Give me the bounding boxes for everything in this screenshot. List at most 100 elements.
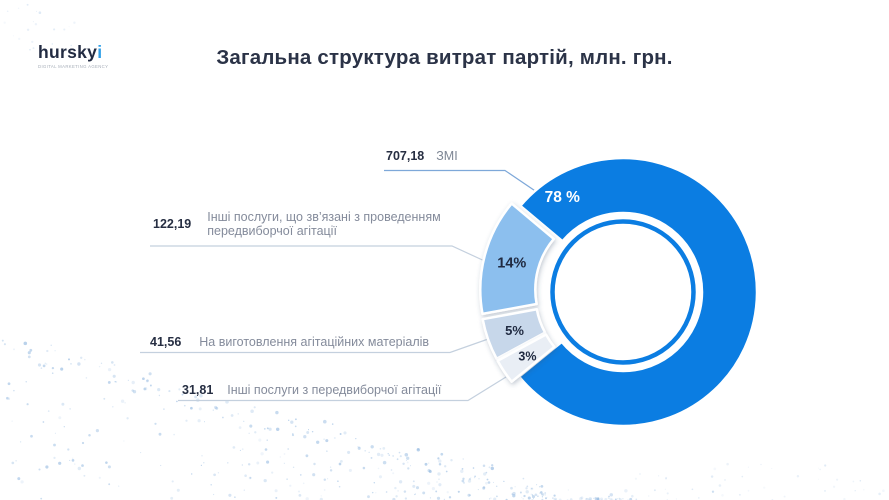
decor-dot (40, 497, 43, 500)
decor-dot (618, 497, 620, 500)
decor-dot (609, 493, 614, 497)
decor-dot (98, 476, 101, 479)
leader-line-2 (140, 337, 492, 354)
decor-dot (545, 497, 547, 500)
decor-dot (53, 456, 56, 460)
decor-dot (338, 462, 342, 466)
decor-dot (373, 481, 376, 484)
decor-dot (412, 480, 415, 483)
decor-dot (474, 475, 476, 478)
decor-dot (338, 485, 341, 488)
decor-dot (469, 494, 471, 496)
decor-dot (527, 496, 531, 500)
decor-dot (438, 478, 440, 481)
decor-dot (148, 372, 152, 376)
decor-dot (305, 454, 309, 458)
decor-dot (486, 478, 489, 481)
decor-dot (394, 486, 397, 490)
decor-dot (541, 496, 544, 498)
callout-materials: 41,56 На виготовлення агітаційних матері… (150, 335, 429, 349)
decor-dot (385, 491, 388, 493)
decor-dot (585, 497, 589, 500)
decor-dot (107, 367, 112, 372)
decor-dot (30, 434, 33, 438)
decor-dot (298, 494, 302, 497)
decor-dot (143, 387, 147, 391)
decor-dot (237, 413, 239, 415)
decor-dot (404, 497, 408, 500)
decor-dot (307, 429, 310, 431)
decor-dot (32, 21, 34, 23)
decor-dot (126, 417, 129, 420)
decor-dot (537, 495, 539, 497)
decor-dot (158, 394, 161, 397)
decor-dot (553, 494, 556, 497)
decor-dot (212, 409, 214, 411)
decor-dot (482, 486, 486, 490)
decor-dot (51, 366, 55, 370)
decor-dot (594, 496, 598, 500)
decor-dot (843, 497, 846, 500)
decor-dot (398, 480, 403, 484)
decor-dot (60, 367, 64, 371)
decor-dot (13, 348, 15, 351)
decor-dot (108, 483, 111, 486)
decor-dot (20, 480, 24, 484)
decor-dot (227, 462, 229, 464)
decor-dot (648, 495, 650, 497)
percent-label-3: 3% (518, 349, 536, 363)
decor-dot (263, 428, 266, 430)
decor-dot (194, 395, 198, 399)
decor-dot (783, 495, 786, 498)
decor-dot (44, 362, 47, 365)
decor-dot (241, 448, 244, 450)
decor-dot (247, 463, 251, 466)
decor-dot (37, 363, 42, 367)
callout-value: 122,19 (153, 217, 192, 231)
decor-dot (711, 490, 715, 493)
decor-dot (450, 459, 453, 462)
decor-dot (859, 480, 862, 482)
decor-dot (3, 343, 6, 346)
decor-dot (107, 380, 111, 384)
decor-dot (658, 475, 660, 477)
decor-dot (521, 496, 523, 499)
donut-slice-0 (517, 156, 759, 428)
decor-dot (100, 362, 103, 364)
decor-dot (414, 493, 416, 495)
decor-dot (461, 468, 464, 470)
decor-dot (638, 472, 642, 476)
decor-dot (438, 463, 442, 466)
decor-dot (771, 467, 773, 470)
decor-dot (51, 372, 54, 374)
decor-dot (27, 351, 31, 355)
percent-label-1: 14% (497, 256, 526, 272)
decor-dot (526, 485, 529, 488)
decor-dot (6, 10, 9, 13)
decor-dot (760, 463, 762, 466)
decor-dot (631, 494, 634, 498)
decor-dot (271, 471, 274, 474)
decor-dot (275, 410, 279, 415)
decor-dot (13, 389, 15, 392)
decor-dot (540, 493, 543, 496)
decor-dot (243, 420, 245, 422)
decor-dot (482, 464, 486, 468)
decor-dot (176, 488, 180, 492)
decor-dot (113, 364, 116, 366)
decor-dot (747, 466, 749, 468)
decor-dot (331, 423, 334, 425)
decor-dot (718, 484, 722, 487)
decor-dot (726, 462, 729, 466)
decor-dot (532, 498, 535, 500)
decor-dot (292, 466, 295, 469)
decor-dot (67, 358, 71, 361)
decor-dot (629, 497, 633, 500)
decor-dot (234, 496, 236, 498)
decor-dot (428, 462, 430, 464)
decor-dot (819, 468, 821, 471)
decor-dot (333, 437, 336, 439)
decor-dot (154, 422, 157, 425)
decor-dot (468, 477, 472, 481)
decor-dot (470, 477, 472, 479)
